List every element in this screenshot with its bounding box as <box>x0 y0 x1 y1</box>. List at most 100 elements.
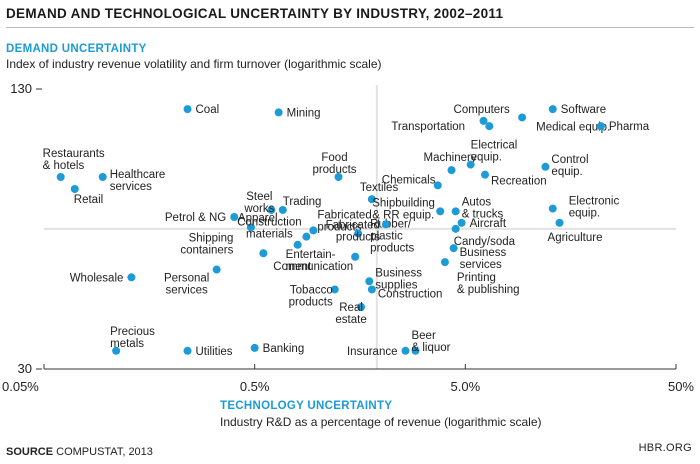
data-point <box>541 162 550 171</box>
data-point <box>466 160 475 169</box>
source-label: SOURCE <box>6 446 54 458</box>
data-point <box>183 346 192 355</box>
point-label: Control equip. <box>551 154 588 178</box>
point-label: Tobacco products <box>289 284 333 308</box>
data-point <box>479 116 488 125</box>
data-point <box>351 252 360 261</box>
source-text: COMPUSTAT, 2013 <box>56 446 153 458</box>
point-label: Fabricated products <box>326 219 381 243</box>
data-point <box>596 122 605 131</box>
point-label: Machinery <box>424 152 477 164</box>
point-label: Retail <box>74 194 103 206</box>
data-point <box>274 108 283 117</box>
point-label: Personal services <box>164 273 209 297</box>
data-point <box>259 249 268 258</box>
data-point <box>365 277 374 286</box>
point-label: Steel works <box>243 191 274 215</box>
point-label: Restaurants & hotels <box>43 148 105 172</box>
data-point <box>334 172 343 181</box>
x-tick-label: 50% <box>668 379 694 394</box>
point-label: Trading <box>283 196 322 208</box>
point-label: Entertain-ment <box>286 249 336 273</box>
point-label: Aircraft <box>470 218 507 230</box>
data-point <box>518 113 527 122</box>
point-label: Fabricated products <box>317 209 371 233</box>
point-label: Banking <box>263 343 305 355</box>
data-point <box>230 213 239 222</box>
point-label: Printing & publishing <box>457 272 520 296</box>
point-label: Transportation <box>391 121 465 133</box>
data-point <box>212 265 221 274</box>
data-point <box>357 303 366 312</box>
x-tick-label: 0.05% <box>2 379 39 394</box>
point-label: Precious metals <box>110 326 155 350</box>
data-point <box>367 285 376 294</box>
title-divider <box>6 27 694 28</box>
point-label: Construction <box>378 288 443 300</box>
x-axis-subtitle: Industry R&D as a percentage of revenue … <box>220 415 542 429</box>
point-label: Chemicals <box>382 174 436 186</box>
source-note: SOURCE COMPUSTAT, 2013 <box>6 446 153 458</box>
point-label: Beer & liquor <box>411 330 450 354</box>
data-point <box>485 122 494 131</box>
data-point <box>183 105 192 114</box>
data-point <box>302 232 311 241</box>
data-point <box>548 105 557 114</box>
point-label: Autos & trucks <box>462 196 504 220</box>
x-axis-heading: TECHNOLOGY UNCERTAINTY <box>220 400 393 412</box>
data-point <box>367 195 376 204</box>
point-label: Communication <box>273 261 353 273</box>
point-label: Electronic equip. <box>569 196 620 220</box>
chart-title: DEMAND AND TECHNOLOGICAL UNCERTAINTY BY … <box>6 6 504 21</box>
data-point <box>246 223 255 232</box>
data-point <box>436 207 445 216</box>
data-point <box>440 258 449 267</box>
data-point <box>112 346 121 355</box>
y-axis-heading: DEMAND UNCERTAINTY <box>6 43 147 55</box>
point-label: Healthcare services <box>110 169 166 193</box>
point-label: Coal <box>196 104 220 116</box>
point-label: Business services <box>460 247 507 271</box>
data-point <box>381 220 390 229</box>
point-label: Shipbuilding & RR equip. <box>372 197 435 221</box>
data-point <box>293 240 302 249</box>
data-point <box>250 343 259 352</box>
point-label: Pharma <box>609 121 650 133</box>
point-label: Candy/soda <box>454 236 516 248</box>
point-label: Apparel <box>238 212 278 224</box>
data-point <box>401 346 410 355</box>
data-point <box>555 218 564 227</box>
data-point <box>548 204 557 213</box>
data-point <box>278 205 287 214</box>
y-tick-label: 130 <box>10 81 32 96</box>
point-label: Insurance <box>347 346 398 358</box>
data-point <box>56 172 65 181</box>
point-label: Petrol & NG <box>165 212 226 224</box>
data-point <box>127 273 136 282</box>
data-point <box>433 181 442 190</box>
data-point <box>457 218 466 227</box>
point-label: Food products <box>312 152 356 176</box>
data-point <box>98 172 107 181</box>
point-label: Textiles <box>360 182 399 194</box>
data-point <box>449 244 458 253</box>
point-label: Computers <box>454 104 510 116</box>
point-label: Medical equip. <box>536 121 610 133</box>
point-label: Agriculture <box>548 232 603 244</box>
data-point <box>451 207 460 216</box>
x-tick-label: 0.5% <box>240 379 270 394</box>
data-point <box>70 185 79 194</box>
data-point <box>267 205 276 214</box>
point-label: Real estate <box>335 302 366 326</box>
data-point <box>411 346 420 355</box>
point-label: Construction materials <box>237 217 302 241</box>
data-point <box>330 285 339 294</box>
data-point <box>481 170 490 179</box>
point-label: Electrical equip. <box>471 140 518 164</box>
data-point <box>309 226 318 235</box>
credit: HBR.ORG <box>638 442 692 454</box>
point-label: Utilities <box>196 346 233 358</box>
y-axis-subtitle: Index of industry revenue volatility and… <box>6 57 382 71</box>
point-label: Software <box>561 104 606 116</box>
